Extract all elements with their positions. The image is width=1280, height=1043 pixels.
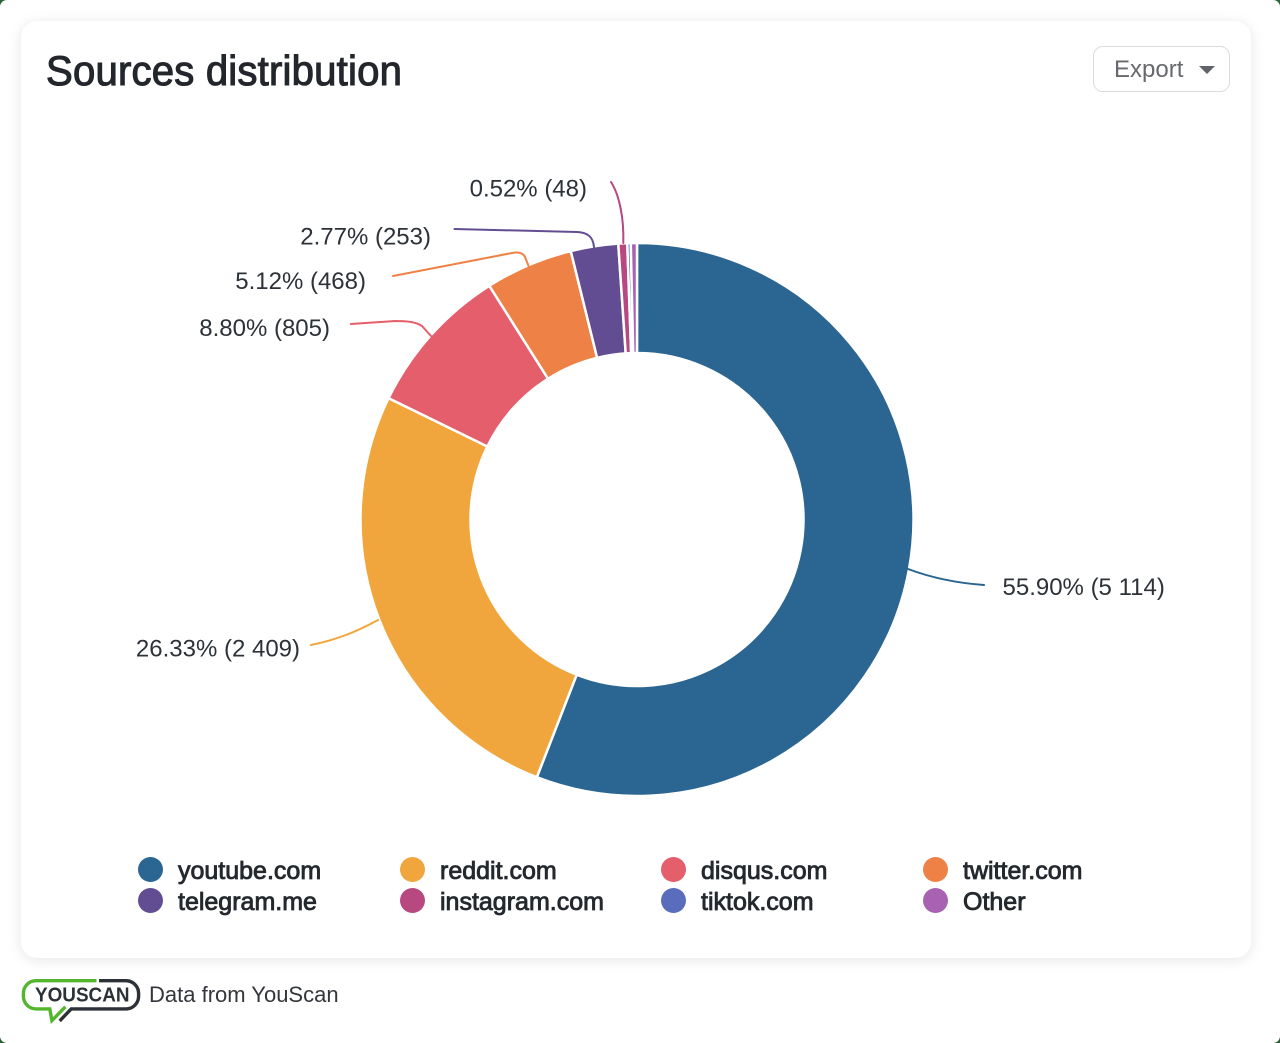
svg-text:2.77% (253): 2.77% (253) — [300, 224, 431, 251]
svg-text:YOUSCAN: YOUSCAN — [35, 985, 130, 1007]
svg-text:0.52% (48): 0.52% (48) — [470, 176, 587, 203]
svg-text:55.90% (5 114): 55.90% (5 114) — [1003, 574, 1165, 601]
svg-text:26.33% (2 409): 26.33% (2 409) — [136, 636, 300, 663]
svg-text:5.12% (468): 5.12% (468) — [235, 268, 366, 295]
svg-text:8.80% (805): 8.80% (805) — [199, 315, 330, 342]
